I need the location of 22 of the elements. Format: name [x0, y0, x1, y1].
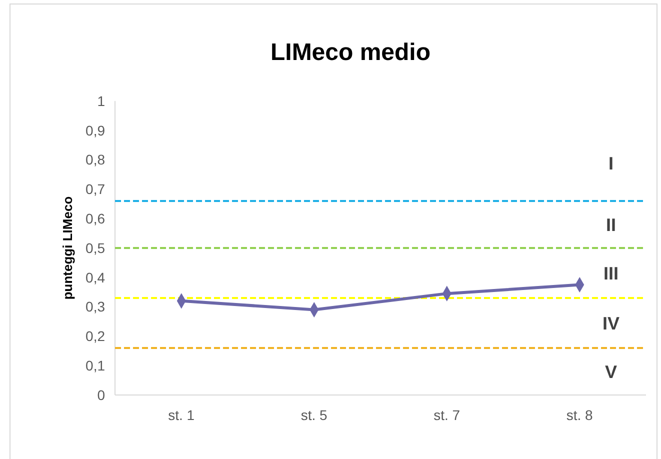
y-tick-label: 0 — [97, 386, 106, 403]
annotation: IV — [602, 313, 620, 334]
y-tick-label: 0,9 — [86, 122, 106, 138]
y-tick-label: 0,4 — [86, 269, 106, 286]
y-tick-label: 0,2 — [86, 328, 106, 344]
annotation: V — [604, 362, 618, 382]
y-tick-label: 0,1 — [86, 358, 106, 374]
x-tick-label: st. 1 — [168, 407, 195, 423]
y-tick-label: 0,5 — [86, 240, 106, 256]
y-tick-label: 0,3 — [86, 298, 106, 315]
chart-title: LIMeco medio — [270, 39, 431, 66]
x-tick-label: st. 8 — [566, 407, 594, 423]
y-tick-label: 0,6 — [86, 210, 106, 226]
y-tick-label: 1 — [97, 92, 106, 109]
x-tick-label: st. 5 — [300, 407, 328, 423]
y-tick-label: 0,8 — [86, 152, 106, 168]
y-tick-label: 0,7 — [86, 181, 106, 198]
annotation: III — [603, 263, 619, 284]
y-axis-title: punteggi LIMeco — [60, 196, 75, 300]
x-tick-label: st. 7 — [434, 407, 460, 423]
annotation: II — [606, 214, 616, 235]
annotation: I — [608, 153, 614, 174]
